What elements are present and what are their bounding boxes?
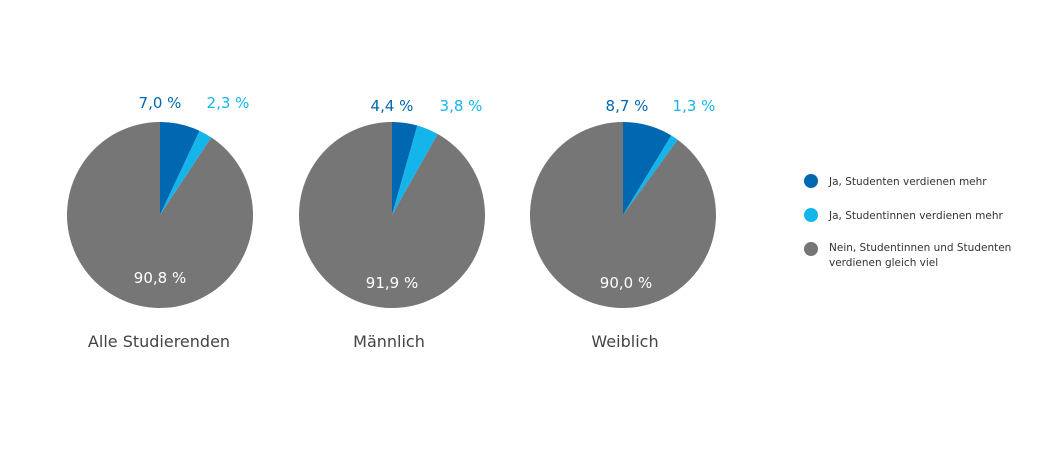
pie-alle-studierenden: 7,0 % 2,3 % 90,8 % Alle Studierenden: [67, 94, 254, 351]
label-ja-studentinnen: 3,8 %: [440, 97, 483, 115]
pie-title: Männlich: [353, 332, 425, 351]
slice-ja-studentinnen: [160, 130, 212, 215]
slice-ja-studenten: [160, 122, 200, 215]
legend-swatch: [804, 242, 818, 256]
label-nein: 90,0 %: [600, 274, 652, 292]
label-ja-studentinnen: 1,3 %: [673, 97, 716, 115]
pie-title: Alle Studierenden: [88, 332, 230, 351]
legend: Ja, Studenten verdienen mehr Ja, Student…: [804, 174, 1011, 269]
label-ja-studenten: 4,4 %: [371, 97, 414, 115]
label-ja-studentinnen: 2,3 %: [207, 94, 250, 112]
label-nein: 90,8 %: [134, 269, 186, 287]
legend-swatch: [804, 208, 818, 222]
legend-label: Ja, Studentinnen verdienen mehr: [828, 210, 1004, 222]
legend-item-ja-studenten: Ja, Studenten verdienen mehr: [804, 174, 987, 188]
legend-swatch: [804, 174, 818, 188]
slice-nein: [298, 121, 485, 308]
pie-weiblich: 8,7 % 1,3 % 90,0 % Weiblich: [529, 97, 716, 351]
pie-title: Weiblich: [591, 332, 658, 351]
label-nein: 91,9 %: [366, 274, 418, 292]
label-ja-studenten: 8,7 %: [606, 97, 649, 115]
slice-ja-studentinnen: [623, 135, 678, 215]
legend-label: Ja, Studenten verdienen mehr: [828, 176, 987, 188]
pie-maennlich: 4,4 % 3,8 % 91,9 % Männlich: [298, 97, 485, 351]
legend-item-nein: Nein, Studentinnen und Studenten verdien…: [804, 242, 1011, 269]
slice-nein: [67, 122, 254, 308]
legend-label: Nein, Studentinnen und Studenten: [829, 242, 1011, 254]
slice-ja-studenten: [623, 122, 672, 215]
slice-ja-studenten: [392, 122, 418, 215]
legend-label-line2: verdienen gleich viel: [829, 257, 938, 269]
slice-ja-studentinnen: [392, 125, 438, 215]
label-ja-studenten: 7,0 %: [139, 94, 182, 112]
legend-item-ja-studentinnen: Ja, Studentinnen verdienen mehr: [804, 208, 1004, 222]
slice-nein: [529, 122, 716, 308]
